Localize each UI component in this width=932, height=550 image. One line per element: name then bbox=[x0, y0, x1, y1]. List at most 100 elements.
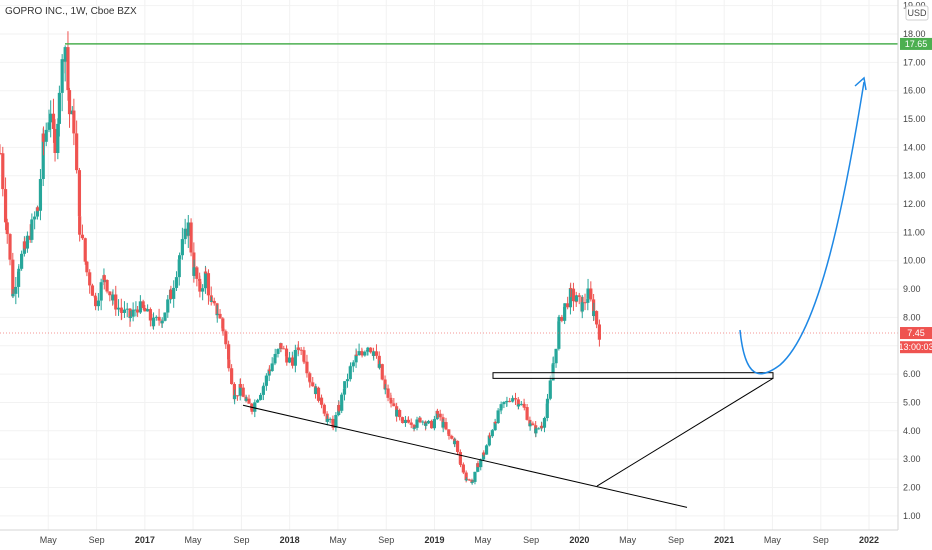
candle-body bbox=[233, 395, 237, 400]
candle-body bbox=[424, 423, 428, 426]
candle-body bbox=[105, 280, 109, 292]
drawings bbox=[0, 43, 898, 508]
candle-body bbox=[325, 418, 329, 422]
y-tick-label: 16.00 bbox=[903, 86, 926, 96]
candle-body bbox=[151, 317, 156, 327]
candle-body bbox=[450, 435, 454, 439]
descending-trendline[interactable] bbox=[242, 404, 688, 508]
candle-body bbox=[511, 398, 515, 401]
candle-body bbox=[580, 302, 584, 312]
svg-text:USD: USD bbox=[907, 8, 927, 18]
candle-body bbox=[476, 463, 480, 472]
candle-body bbox=[447, 434, 451, 436]
candle-body bbox=[183, 228, 187, 240]
candle-body bbox=[308, 381, 312, 383]
candle-body bbox=[128, 316, 132, 319]
candle-body bbox=[464, 479, 468, 481]
currency-label[interactable]: USD bbox=[905, 5, 929, 21]
candle-body bbox=[458, 463, 463, 465]
y-tick-label: 5.00 bbox=[903, 397, 921, 407]
candle-body bbox=[77, 170, 82, 217]
x-tick-label: 2019 bbox=[425, 535, 445, 545]
candle-body bbox=[241, 387, 245, 397]
candle-body bbox=[595, 311, 599, 325]
y-tick-label: 17.00 bbox=[903, 57, 926, 67]
breakout-zone[interactable] bbox=[492, 372, 774, 379]
candle-body bbox=[479, 459, 483, 468]
candle-body bbox=[53, 129, 57, 153]
ascending-trendline[interactable] bbox=[596, 377, 774, 487]
candle-body bbox=[186, 222, 190, 236]
candle-body bbox=[224, 331, 228, 345]
candle-body bbox=[276, 349, 280, 354]
candle-body bbox=[41, 133, 45, 180]
candle-body bbox=[467, 479, 471, 481]
candle-body bbox=[542, 418, 547, 428]
candle-body bbox=[447, 429, 451, 435]
candle-body bbox=[383, 388, 387, 390]
candle-body bbox=[238, 384, 243, 388]
candle-body bbox=[143, 307, 147, 312]
candle-body bbox=[114, 294, 118, 310]
candle-body bbox=[557, 316, 561, 322]
candle-body bbox=[160, 320, 164, 324]
candle-body bbox=[406, 419, 411, 423]
candle-body bbox=[337, 405, 341, 411]
candle-body bbox=[398, 410, 402, 418]
candle-body bbox=[35, 207, 40, 217]
candle-body bbox=[178, 255, 182, 260]
candle-body bbox=[311, 382, 315, 387]
y-tick-label: 11.00 bbox=[903, 227, 925, 237]
candle-body bbox=[586, 288, 590, 299]
candle-body bbox=[93, 297, 98, 307]
candle-body bbox=[516, 404, 521, 407]
y-tick-label: 13.00 bbox=[903, 171, 926, 181]
candle-body bbox=[316, 387, 321, 401]
candle-body bbox=[83, 238, 87, 262]
candle-body bbox=[525, 407, 529, 420]
candle-body bbox=[273, 357, 277, 364]
candle-body bbox=[218, 313, 222, 319]
candle-body bbox=[519, 403, 523, 405]
chart-title: GOPRO INC., 1W, Cboe BZX bbox=[5, 6, 137, 17]
candle-body bbox=[493, 421, 497, 424]
candle-body bbox=[78, 216, 82, 235]
countdown-badge: 13:00:03 bbox=[898, 341, 932, 354]
candle-body bbox=[120, 311, 124, 313]
projection-curve[interactable] bbox=[739, 81, 865, 375]
candle-body bbox=[256, 399, 260, 401]
y-tick-label: 14.00 bbox=[903, 142, 926, 152]
candle-body bbox=[195, 267, 199, 279]
candle-body bbox=[432, 419, 437, 429]
candle-body bbox=[386, 388, 390, 398]
candle-body bbox=[516, 399, 520, 407]
candle-body bbox=[366, 347, 370, 350]
candle-body bbox=[357, 351, 361, 356]
x-tick-label: Sep bbox=[813, 535, 829, 545]
candle-body bbox=[125, 308, 129, 310]
candle-body bbox=[96, 300, 100, 307]
candle-body bbox=[206, 273, 211, 296]
candle-body bbox=[444, 422, 448, 430]
y-tick-label: 4.00 bbox=[903, 426, 921, 436]
candle-body bbox=[592, 311, 596, 317]
x-axis[interactable]: May Sep 2017 May Sep 2018 May Sep 2019 May Sep 2020… bbox=[40, 535, 879, 545]
candle-body bbox=[577, 295, 581, 297]
projection-arrowhead bbox=[854, 76, 867, 91]
x-tick-label: Sep bbox=[89, 535, 105, 545]
candle-body bbox=[505, 400, 509, 402]
candle-body bbox=[227, 344, 231, 360]
candle-body bbox=[189, 222, 193, 253]
candle-body bbox=[212, 300, 216, 304]
candle-body bbox=[360, 352, 364, 356]
candle-body bbox=[487, 435, 492, 437]
x-tick-label: Sep bbox=[523, 535, 539, 545]
candle-body bbox=[464, 472, 468, 480]
candle-body bbox=[566, 303, 570, 308]
candle-body bbox=[253, 402, 257, 412]
x-tick-label: 2020 bbox=[569, 535, 589, 545]
candle-body bbox=[209, 300, 214, 302]
candle-body bbox=[20, 253, 24, 269]
